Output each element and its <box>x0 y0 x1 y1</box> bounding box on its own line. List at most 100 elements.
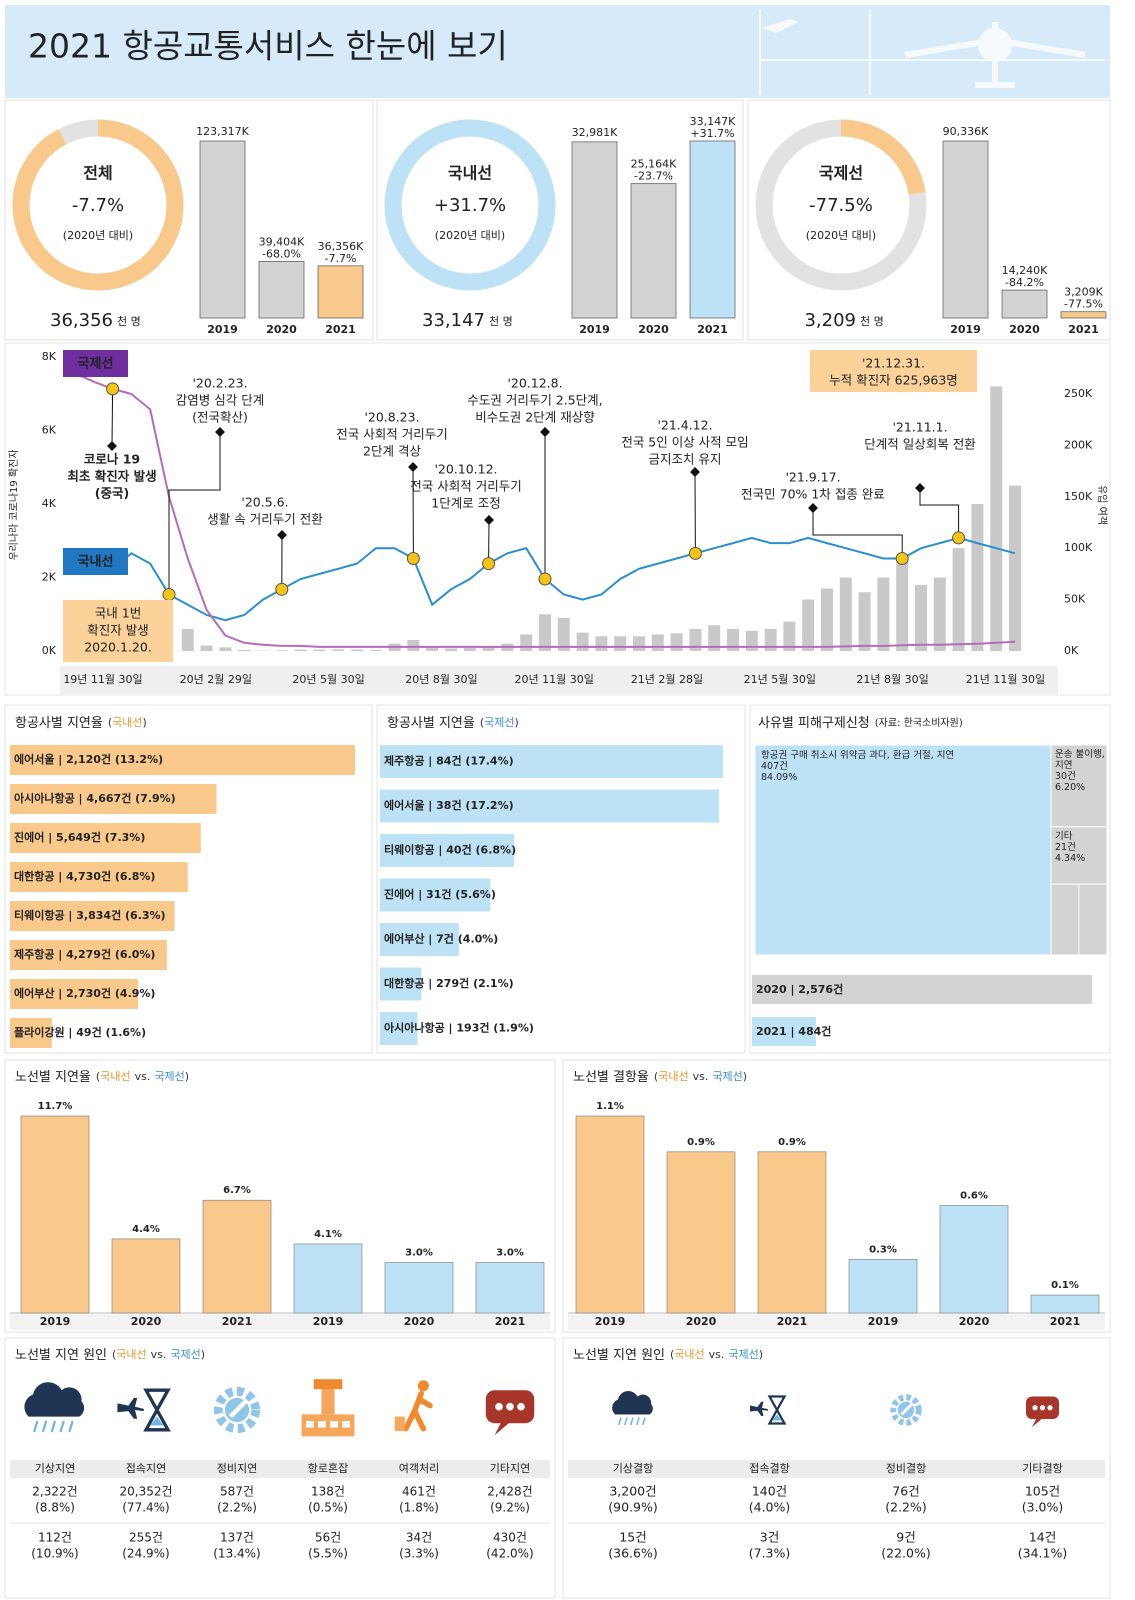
case-bar <box>294 649 307 651</box>
cause-value: 2,322건 <box>32 1485 77 1499</box>
summary-bar <box>571 141 618 319</box>
annotation-diamond <box>215 427 225 437</box>
annotation-text: '20.12.8. <box>507 376 562 391</box>
summary-bar <box>689 140 736 319</box>
callout-box <box>63 600 173 662</box>
total-unit: 천 명 <box>860 314 884 328</box>
section-title: 항공사별 지연율 (국제선) <box>387 716 519 731</box>
section-title-text: 노선별 결항율 <box>573 1070 649 1085</box>
cause-value: (5.5%) <box>308 1547 348 1561</box>
icon-shape <box>636 1417 640 1426</box>
cause-value: 56건 <box>315 1531 341 1545</box>
treemap-cell <box>754 744 1052 956</box>
cause-value: (1.8%) <box>399 1501 439 1515</box>
annotation-text: '20.10.12. <box>434 462 497 477</box>
total-value: 33,147 <box>422 310 485 331</box>
annotation-text: 최초 확진자 발생 <box>67 469 156 484</box>
icon-shape <box>900 1402 914 1416</box>
total-value: 3,209 <box>804 310 856 331</box>
legend-label: 국제선 <box>78 356 114 372</box>
total-unit: 천 명 <box>489 314 513 328</box>
deco-small-plane <box>761 18 799 34</box>
annotation-diamond <box>915 483 925 493</box>
callout-box <box>810 350 977 392</box>
case-bar <box>708 625 721 651</box>
section-route: ) <box>185 1070 189 1083</box>
airline-bar-label: 제주항공 | 84건 (17.4%) <box>384 754 514 768</box>
bar-year: 2021 <box>1068 323 1099 336</box>
icon-shape <box>68 1420 74 1433</box>
icon <box>301 1379 355 1437</box>
event-marker <box>162 587 176 601</box>
section-route: ) <box>143 716 147 729</box>
case-bar <box>1009 485 1021 651</box>
y-tick-label: 4K <box>42 497 57 510</box>
case-bar <box>238 649 251 651</box>
airline-bar <box>10 784 217 814</box>
cause-column: 접속지연 <box>126 1462 166 1475</box>
annotation-leader <box>111 388 114 447</box>
icon <box>117 1388 171 1432</box>
section-route: vs. <box>135 1070 151 1083</box>
cause-value: 255건 <box>129 1531 163 1545</box>
rate-bar <box>293 1243 363 1314</box>
cause-value: 34건 <box>406 1531 432 1545</box>
bar-year: 2019 <box>579 323 610 336</box>
rate-bar <box>575 1115 645 1314</box>
case-bar <box>313 649 326 651</box>
yearly-bar <box>752 975 1092 1004</box>
legend-label: 국내선 <box>78 554 114 570</box>
rate-value-label: 3.0% <box>496 1247 524 1258</box>
section-route: 국내선 <box>112 716 142 729</box>
bar-year: 2019 <box>207 323 238 336</box>
rate-category: 2020 <box>131 1315 162 1328</box>
cause-value: 15건 <box>619 1530 646 1545</box>
case-bar <box>520 634 533 651</box>
summary-bar <box>1001 289 1048 319</box>
bar-value-label: 123,317K <box>196 125 249 138</box>
bar-year: 2021 <box>325 323 356 336</box>
icon <box>890 1394 922 1426</box>
cause-value: (8.8%) <box>35 1501 75 1515</box>
cause-value: (24.9%) <box>122 1547 169 1561</box>
cause-value: 461건 <box>402 1485 436 1499</box>
annotation-text: 전국 사회적 거리두기 <box>410 479 521 494</box>
cause-column: 접속결항 <box>749 1462 789 1475</box>
y-tick-label: 6K <box>42 424 57 437</box>
case-bar <box>614 636 627 651</box>
summary-bar <box>942 140 989 319</box>
annotation-diamond <box>408 462 418 472</box>
icon-shape <box>213 1386 261 1434</box>
cause-value: (3.3%) <box>399 1547 439 1561</box>
icon-shape <box>50 1420 57 1433</box>
summary-bar <box>1060 311 1107 319</box>
rate-category: 2021 <box>1050 1315 1081 1328</box>
cell-count: 30건 <box>1054 771 1076 782</box>
bar-change-label: -68.0% <box>262 247 301 260</box>
cause-value: 3,200건 <box>609 1484 656 1499</box>
rate-value-label: 0.9% <box>687 1137 715 1148</box>
section-route: 국제선 <box>484 716 514 729</box>
annotation-text: '21.9.17. <box>785 470 840 485</box>
cause-value: 587건 <box>220 1485 254 1499</box>
x-tick-label: 21년 2월 28일 <box>631 672 703 686</box>
icon-shape <box>59 1420 65 1433</box>
icon-shape <box>1032 1405 1038 1411</box>
case-bar <box>369 649 382 651</box>
cause-column: 기상지연 <box>35 1462 75 1475</box>
annotation-leader <box>919 488 960 538</box>
section-title-text: 노선별 지연 원인 <box>573 1348 665 1363</box>
rate-category: 2021 <box>777 1315 808 1328</box>
y-tick-label: 2K <box>42 571 57 584</box>
icon-shape <box>642 1417 646 1426</box>
y2-tick-label: 0K <box>1064 644 1079 657</box>
section-title: 노선별 지연율 (국내선 vs. 국제선) <box>15 1070 189 1085</box>
summary-bar <box>258 261 305 319</box>
event-marker <box>106 382 120 396</box>
icon-shape <box>495 1402 503 1411</box>
